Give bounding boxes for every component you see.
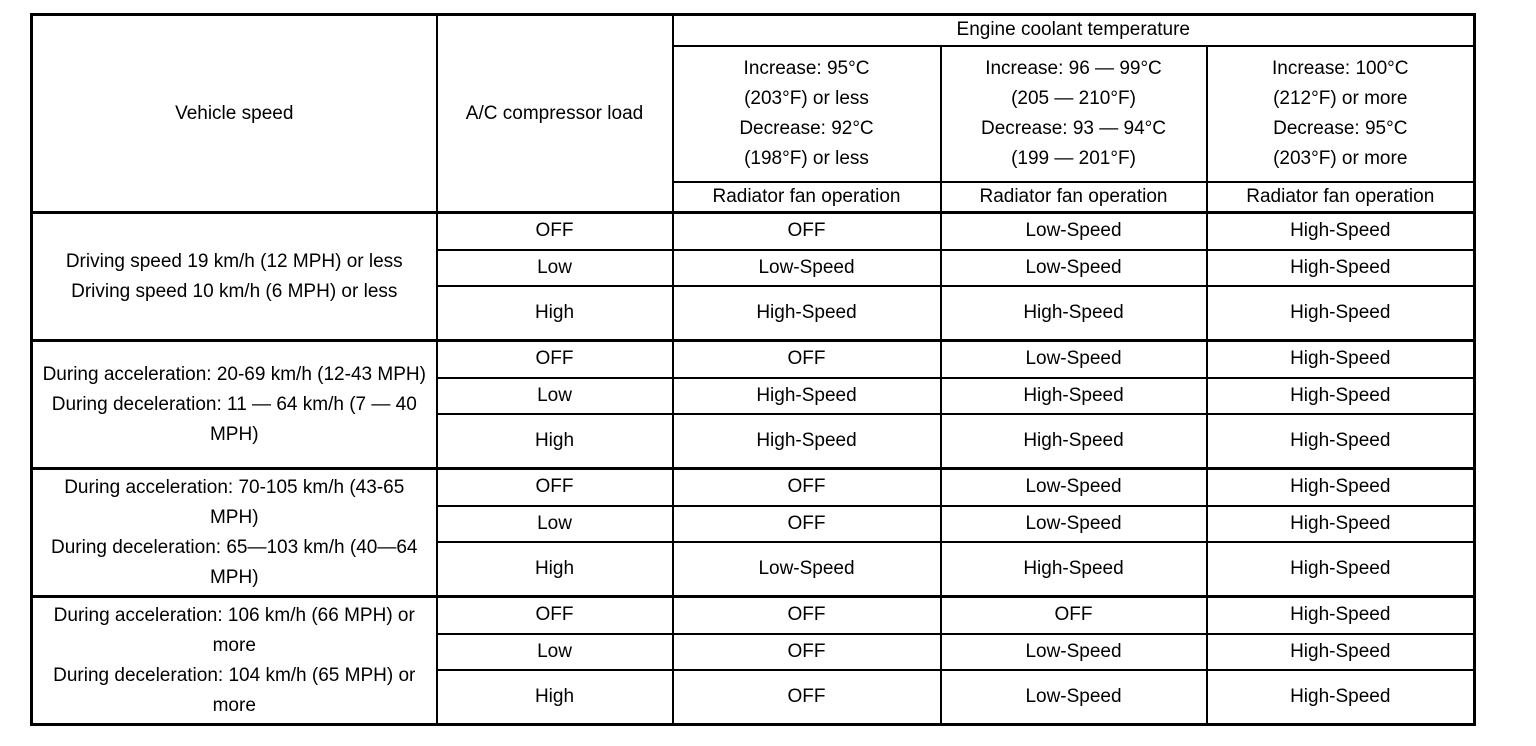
engine-coolant-temperature-header: Engine coolant temperature [671,13,1476,47]
ac-load-cell: OFF [435,595,674,635]
ac-load-cell: Low [435,376,674,415]
fan-operation-subheader-1: Radiator fan operation [671,180,942,214]
temp-range-1-header: Increase: 95°C (203°F) or less Decrease:… [671,44,942,183]
fan-operation-cell: High-Speed [671,284,942,342]
fan-operation-cell: High-Speed [1205,248,1476,287]
ac-load-cell: High [435,668,674,726]
fan-operation-cell: Low-Speed [939,248,1208,287]
table-row: During acceleration: 106 km/h (66 MPH) o… [30,595,1476,726]
vehicle-speed-header: Vehicle speed [30,13,438,214]
table-row: Low OFF Low-Speed High-Speed [32,632,1476,671]
table-row: Low OFF Low-Speed High-Speed [32,504,1476,543]
fan-operation-cell: High-Speed [671,376,942,415]
table-row: Low Low-Speed Low-Speed High-Speed [32,248,1476,287]
fan-operation-cell: High-Speed [1205,668,1476,726]
ac-load-cell: OFF [435,211,674,251]
ac-load-cell: OFF [435,339,674,379]
fan-operation-cell: Low-Speed [939,467,1208,507]
fan-operation-cell: High-Speed [1205,467,1476,507]
fan-operation-cell: OFF [939,595,1208,635]
table-row: High High-Speed High-Speed High-Speed [32,412,1476,470]
fan-operation-cell: Low-Speed [939,211,1208,251]
fan-operation-cell: Low-Speed [671,540,942,598]
ac-load-cell: High [435,412,674,470]
fan-operation-cell: High-Speed [1205,595,1476,635]
fan-operation-cell: High-Speed [1205,632,1476,671]
fan-operation-cell: High-Speed [1205,540,1476,598]
fan-operation-cell: OFF [671,339,942,379]
table-row: High OFF Low-Speed High-Speed [32,668,1476,726]
fan-operation-cell: High-Speed [1205,284,1476,342]
fan-operation-cell: OFF [671,595,942,635]
ac-load-cell: Low [435,248,674,287]
fan-operation-cell: High-Speed [939,376,1208,415]
fan-operation-cell: High-Speed [939,284,1208,342]
fan-operation-cell: Low-Speed [939,504,1208,543]
fan-operation-cell: Low-Speed [939,339,1208,379]
fan-operation-cell: Low-Speed [939,632,1208,671]
fan-operation-subheader-3: Radiator fan operation [1205,180,1476,214]
fan-operation-cell: High-Speed [1205,504,1476,543]
vehicle-speed-cell: Driving speed 19 km/h (12 MPH) or less D… [30,211,438,342]
ac-load-cell: Low [435,504,674,543]
vehicle-speed-cell: During acceleration: 106 km/h (66 MPH) o… [30,595,438,726]
ac-load-cell: High [435,284,674,342]
fan-operation-cell: High-Speed [671,412,942,470]
table-row: During acceleration: 70-105 km/h (43-65 … [30,467,1476,598]
ac-compressor-load-header: A/C compressor load [435,13,674,214]
radiator-fan-operation-table: Vehicle speed A/C compressor load Engine… [30,13,1477,726]
table-row: Low High-Speed High-Speed High-Speed [32,376,1476,415]
fan-operation-cell: OFF [671,467,942,507]
fan-operation-cell: High-Speed [1205,376,1476,415]
ac-load-cell: OFF [435,467,674,507]
fan-operation-cell: Low-Speed [939,668,1208,726]
table-row: High High-Speed High-Speed High-Speed [32,284,1476,342]
vehicle-speed-cell: During acceleration: 20-69 km/h (12-43 M… [30,339,438,470]
fan-operation-cell: High-Speed [939,540,1208,598]
table-row: Driving speed 19 km/h (12 MPH) or less D… [30,211,1476,342]
vehicle-speed-cell: During acceleration: 70-105 km/h (43-65 … [30,467,438,598]
fan-operation-cell: High-Speed [939,412,1208,470]
fan-operation-cell: OFF [671,668,942,726]
fan-operation-cell: OFF [671,632,942,671]
fan-operation-cell: OFF [671,211,942,251]
ac-load-cell: Low [435,632,674,671]
ac-load-cell: High [435,540,674,598]
temp-range-2-header: Increase: 96 — 99°C (205 — 210°F) Decrea… [939,44,1208,183]
fan-operation-cell: High-Speed [1205,211,1476,251]
fan-operation-cell: Low-Speed [671,248,942,287]
fan-operation-cell: OFF [671,504,942,543]
table-row: During acceleration: 20-69 km/h (12-43 M… [30,339,1476,470]
fan-operation-cell: High-Speed [1205,339,1476,379]
table-row: High Low-Speed High-Speed High-Speed [32,540,1476,598]
fan-operation-subheader-2: Radiator fan operation [939,180,1208,214]
temp-range-3-header: Increase: 100°C (212°F) or more Decrease… [1205,44,1476,183]
fan-operation-cell: High-Speed [1205,412,1476,470]
